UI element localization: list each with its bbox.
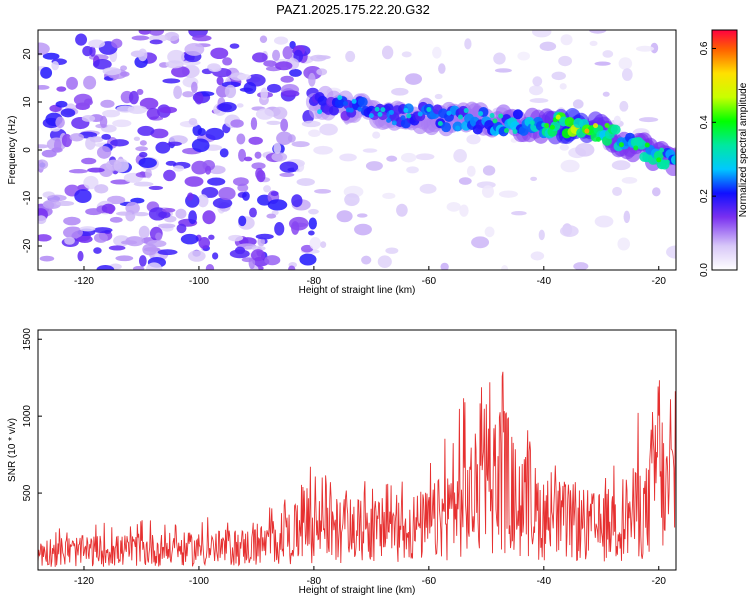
top-y-ticks: -20 -10 0 10 20 — [22, 48, 42, 253]
snr-line — [38, 371, 676, 567]
chart-title: PAZ1.2025.175.22.20.G32 — [276, 2, 430, 17]
top-y-tick-label: 10 — [22, 96, 33, 108]
bottom-plot-frame — [37, 329, 677, 571]
bottom-y-tick-label: 500 — [22, 484, 33, 501]
bottom-y-tick-label: 1500 — [22, 328, 33, 351]
colorbar-tick-label: 0.6 — [699, 41, 710, 55]
colorbar-label: Normalized spectral amplitude — [738, 82, 749, 217]
snr-series — [38, 371, 676, 567]
top-x-axis-label: Height of straight line (km) — [299, 285, 416, 296]
top-x-tick-label: -120 — [74, 276, 94, 287]
top-x-tick-label: -40 — [537, 276, 552, 287]
bottom-y-tick-label: 1000 — [22, 405, 33, 428]
spectrogram-image — [38, 30, 676, 270]
colorbar-tick-label: 0.2 — [699, 189, 710, 203]
colorbar-ticks: 0.0 0.2 0.4 0.6 — [699, 41, 716, 277]
top-x-tick-label: -20 — [652, 276, 667, 287]
top-x-ticks: -120 -100 -80 -60 -40 -20 — [74, 266, 666, 287]
top-x-tick-label: -100 — [189, 276, 209, 287]
top-y-tick-label: -10 — [22, 190, 33, 205]
colorbar-tick-label: 0.4 — [699, 115, 710, 129]
bottom-x-tick-label: -20 — [652, 576, 667, 587]
colorbar — [711, 29, 738, 271]
bottom-x-ticks: -120 -100 -80 -60 -40 -20 — [74, 566, 666, 587]
top-x-tick-label: -80 — [307, 276, 322, 287]
top-y-axis-label: Frequency (Hz) — [7, 116, 18, 185]
bottom-x-tick-label: -100 — [189, 576, 209, 587]
top-y-tick-label: 0 — [22, 147, 33, 153]
snr-panel: -120 -100 -80 -60 -40 -20 500 1000 1500 Height … — [7, 328, 677, 596]
bottom-x-tick-label: -80 — [307, 576, 322, 587]
top-y-tick-label: -20 — [22, 238, 33, 253]
bottom-y-ticks: 500 1000 1500 — [22, 328, 42, 501]
colorbar-tick-label: 0.0 — [699, 263, 710, 277]
bottom-x-tick-label: -60 — [422, 576, 437, 587]
bottom-x-axis-label: Height of straight line (km) — [299, 585, 416, 596]
bottom-x-tick-label: -40 — [537, 576, 552, 587]
top-x-tick-label: -60 — [422, 276, 437, 287]
bottom-x-tick-label: -120 — [74, 576, 94, 587]
top-y-tick-label: 20 — [22, 48, 33, 60]
bottom-y-axis-label: SNR (10 * v/v) — [7, 418, 18, 482]
